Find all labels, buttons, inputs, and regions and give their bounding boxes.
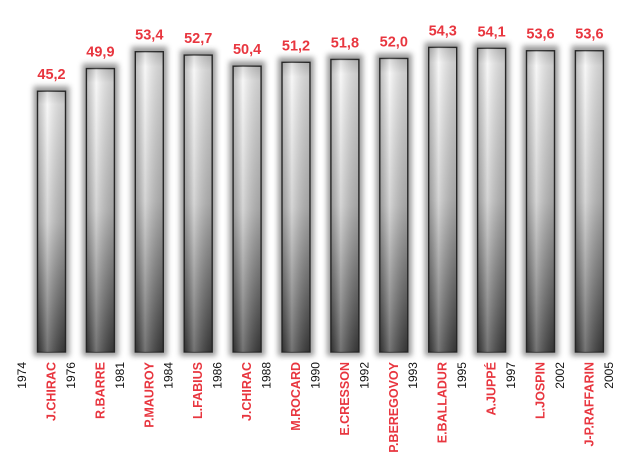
bar-sheen — [86, 68, 115, 352]
bar — [180, 50, 217, 356]
bar-sheen — [233, 66, 262, 352]
year-tick: 1995 — [455, 362, 469, 389]
value-label: 53,6 — [575, 27, 603, 43]
bar-sheen — [330, 59, 359, 352]
category-label: M.ROCARD — [289, 362, 303, 431]
bar — [424, 42, 461, 356]
category-label: P.BEREGOVOY — [387, 361, 401, 452]
value-label: 50,4 — [233, 42, 261, 58]
bar — [278, 57, 314, 357]
category-label: P.MAUROY — [142, 361, 156, 427]
value-label: 45,2 — [37, 67, 65, 83]
year-tick: 1981 — [113, 362, 127, 389]
bar — [522, 45, 559, 356]
category-label: E.BALLADUR — [436, 362, 450, 443]
category-label: L.JOSPIN — [534, 362, 548, 419]
category-label: E.CRESSON — [338, 362, 352, 436]
year-tick: 1974 — [15, 362, 29, 389]
year-tick: 1993 — [406, 362, 420, 389]
bar — [571, 45, 608, 356]
bar-sheen — [379, 58, 408, 353]
category-label: R.BARRE — [93, 362, 107, 419]
category-label: A.JUPPÉ — [484, 362, 499, 416]
bar-sheen — [477, 48, 506, 352]
year-tick: 1976 — [64, 362, 78, 389]
bar — [82, 63, 119, 357]
bars — [33, 42, 608, 357]
bar — [131, 46, 168, 356]
category-label: J.CHIRAC — [240, 362, 254, 421]
bar — [229, 61, 266, 356]
value-label: 49,9 — [86, 45, 114, 61]
year-tick: 1988 — [260, 362, 274, 389]
category-label: J-P.RAFFARIN — [582, 362, 596, 447]
year-tick: 1997 — [504, 362, 518, 389]
value-label: 53,4 — [135, 28, 163, 44]
year-tick: 1992 — [357, 362, 371, 389]
value-label: 53,6 — [526, 27, 554, 43]
bar-sheen — [282, 62, 310, 353]
year-tick-labels: 1974 1976 1981 1984 1986 1988 1990 1992 1993 1995… — [15, 362, 616, 389]
bar-sheen — [526, 50, 555, 352]
bar-sheen — [135, 51, 164, 352]
year-tick: 2005 — [602, 362, 616, 389]
bar-sheen — [184, 55, 213, 352]
value-label: 52,7 — [184, 31, 212, 47]
bar-sheen — [37, 91, 66, 352]
year-tick: 2002 — [553, 362, 567, 389]
bar-sheen — [575, 50, 604, 352]
value-label: 51,2 — [282, 38, 310, 54]
bar — [326, 54, 363, 356]
bar — [33, 86, 70, 356]
bar-sheen — [428, 47, 457, 352]
category-label: J.CHIRAC — [45, 362, 59, 421]
value-label: 54,3 — [429, 23, 457, 39]
bar — [473, 43, 510, 356]
year-tick: 1984 — [162, 362, 176, 389]
value-labels: 45,2 49,9 53,4 52,7 50,4 51,2 51,8 52,0 54,3 54,1… — [37, 23, 603, 83]
value-label: 54,1 — [477, 24, 505, 40]
year-tick: 1990 — [308, 362, 322, 389]
category-labels: J.CHIRAC R.BARRE P.MAUROY L.FABIUS J.CHIRAC M… — [45, 361, 597, 452]
year-tick: 1986 — [211, 362, 225, 389]
bar — [375, 53, 412, 357]
value-label: 52,0 — [380, 34, 408, 50]
category-label: L.FABIUS — [191, 362, 205, 419]
value-label: 51,8 — [331, 35, 359, 51]
